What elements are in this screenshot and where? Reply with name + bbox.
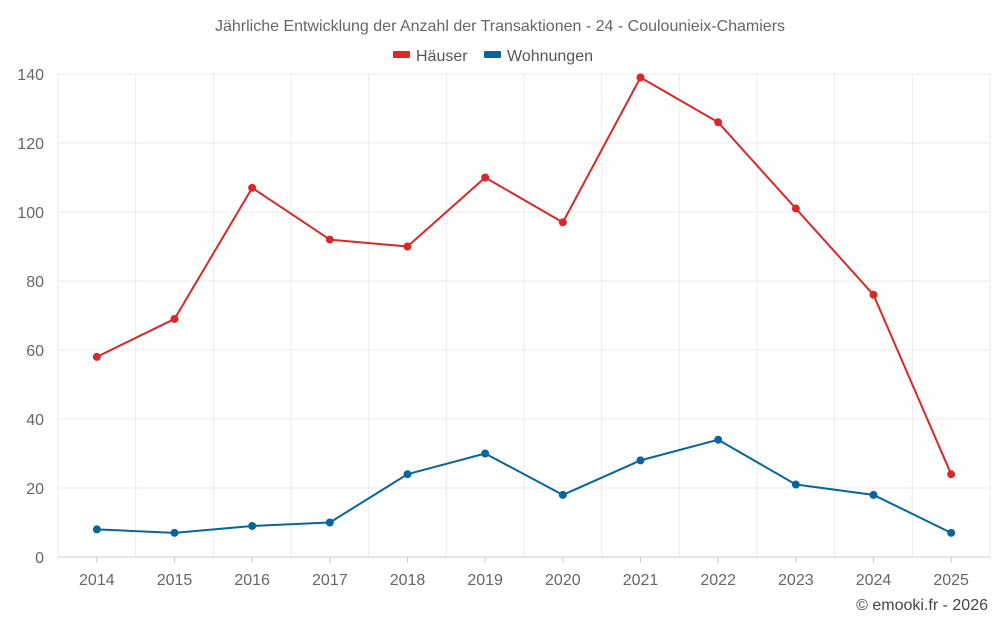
- series: [92, 73, 956, 537]
- x-tick-label: 2021: [623, 572, 659, 589]
- y-tick-label: 120: [17, 136, 44, 153]
- y-tick-label: 60: [26, 343, 44, 360]
- x-tick-label: 2016: [234, 572, 270, 589]
- legend-label-haeuser: Häuser: [416, 48, 468, 65]
- y-tick-label: 20: [26, 481, 44, 498]
- x-tick-label: 2015: [157, 572, 193, 589]
- data-point-haeuser[interactable]: [403, 242, 412, 251]
- data-point-wohnungen[interactable]: [558, 490, 567, 499]
- data-point-haeuser[interactable]: [636, 73, 645, 82]
- series-line-haeuser: [96, 76, 953, 475]
- data-point-haeuser[interactable]: [92, 352, 101, 361]
- data-point-wohnungen[interactable]: [636, 456, 645, 465]
- data-point-wohnungen[interactable]: [170, 528, 179, 537]
- y-tick-label: 0: [35, 550, 44, 567]
- y-tick-label: 100: [17, 205, 44, 222]
- legend-swatch-wohnungen: [484, 51, 501, 58]
- data-point-wohnungen[interactable]: [481, 449, 490, 458]
- data-point-haeuser[interactable]: [481, 173, 490, 182]
- data-point-wohnungen[interactable]: [92, 525, 101, 534]
- data-point-haeuser[interactable]: [558, 218, 567, 227]
- legend-swatch-haeuser: [393, 51, 410, 58]
- data-point-haeuser[interactable]: [325, 235, 334, 244]
- data-point-haeuser[interactable]: [714, 118, 723, 127]
- data-point-wohnungen[interactable]: [714, 435, 723, 444]
- x-tick-label: 2025: [933, 572, 969, 589]
- x-tick-label: 2018: [390, 572, 426, 589]
- legend: Häuser Wohnungen: [393, 48, 593, 65]
- x-tick-label: 2024: [856, 572, 892, 589]
- y-tick-label: 140: [17, 67, 44, 84]
- y-tick-label: 80: [26, 274, 44, 291]
- data-point-wohnungen[interactable]: [403, 470, 412, 479]
- grid: [57, 73, 991, 557]
- x-tick-label: 2014: [79, 572, 115, 589]
- x-tick-label: 2019: [467, 572, 503, 589]
- legend-label-wohnungen: Wohnungen: [507, 48, 593, 65]
- x-tick-label: 2023: [778, 572, 814, 589]
- legend-item-wohnungen[interactable]: Wohnungen: [484, 48, 593, 65]
- legend-item-haeuser[interactable]: Häuser: [393, 48, 468, 65]
- data-point-wohnungen[interactable]: [947, 528, 956, 537]
- data-point-haeuser[interactable]: [170, 314, 179, 323]
- data-point-haeuser[interactable]: [947, 470, 956, 479]
- data-point-haeuser[interactable]: [791, 204, 800, 213]
- chart-title: Jährliche Entwicklung der Anzahl der Tra…: [215, 18, 785, 35]
- x-tick-label: 2022: [700, 572, 736, 589]
- axes: 0 20 40 60 80 100 120 140 2014 2015 2016 2017 2018 20…: [17, 67, 990, 589]
- data-point-wohnungen[interactable]: [325, 518, 334, 527]
- series-line-wohnungen: [96, 438, 952, 534]
- credit-text: © emooki.fr - 2026: [856, 597, 988, 614]
- x-tick-label: 2017: [312, 572, 348, 589]
- x-tick-label: 2020: [545, 572, 581, 589]
- data-point-wohnungen[interactable]: [791, 480, 800, 489]
- y-tick-label: 40: [26, 412, 44, 429]
- data-point-haeuser[interactable]: [248, 183, 257, 192]
- data-point-wohnungen[interactable]: [869, 490, 878, 499]
- data-point-wohnungen[interactable]: [248, 521, 257, 530]
- data-point-haeuser[interactable]: [869, 290, 878, 299]
